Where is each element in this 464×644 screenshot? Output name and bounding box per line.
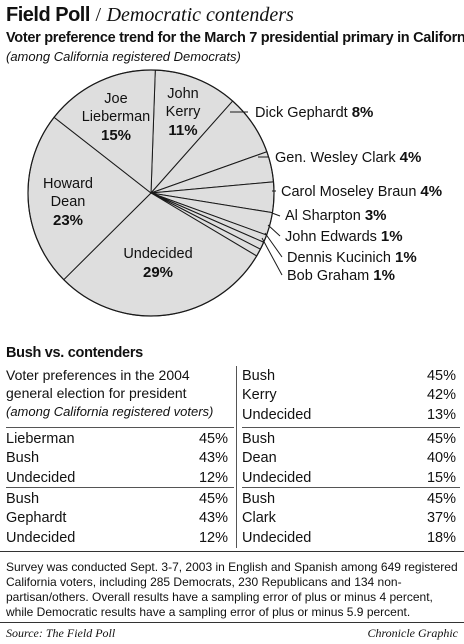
matchup-row: Bush 45%	[6, 490, 228, 509]
row-divider-right-1	[242, 427, 460, 428]
candidate-pct: 37%	[426, 510, 456, 527]
section-rule	[0, 551, 464, 552]
candidate-pct: 40%	[426, 450, 456, 467]
matchup-table-dean: Bush 45% Dean 40% Undecided 15%	[242, 430, 456, 488]
matchup-table-gephardt: Bush 45% Gephardt 43% Undecided 12%	[6, 490, 228, 548]
candidate-pct: 13%	[426, 406, 456, 423]
matchups-description-text: Voter preferences in the 2004 general el…	[6, 367, 190, 401]
candidate-name: Bush	[242, 431, 276, 447]
matchup-row: Gephardt 43%	[6, 509, 228, 528]
slice-label: Undecided 29%	[123, 246, 192, 281]
slice-label: Dick Gephardt 8%	[255, 104, 373, 121]
section-name: Democratic contenders	[106, 4, 294, 26]
candidate-name: Undecided	[242, 529, 312, 546]
matchup-table-kerry: Bush 45% Kerry 42% Undecided 13%	[242, 367, 456, 425]
candidate-pct: 45%	[198, 431, 228, 447]
candidate-pct: 43%	[198, 510, 228, 527]
candidate-name: Bush	[6, 491, 40, 507]
footer-rule	[0, 622, 464, 623]
matchup-row: Bush 45%	[242, 430, 456, 449]
candidate-name: Dean	[242, 450, 277, 467]
slice-label: John Edwards 1%	[285, 228, 403, 245]
title-separator: /	[95, 4, 102, 26]
matchup-row: Bush 45%	[242, 490, 456, 509]
matchups-population: (among California registered voters)	[6, 404, 214, 419]
candidate-name: Undecided	[242, 406, 312, 423]
candidate-pct: 45%	[426, 491, 456, 507]
leader-line	[261, 237, 283, 276]
matchups-description: Voter preferences in the 2004 general el…	[6, 366, 234, 421]
survey-methodology-note: Survey was conducted Sept. 3-7, 2003 in …	[6, 560, 458, 619]
row-divider-left-2	[6, 487, 234, 488]
graphic-title: Field Poll / Democratic contenders	[6, 4, 294, 27]
matchup-row: Undecided 18%	[242, 529, 456, 548]
graphic-credit: Chronicle Graphic	[367, 626, 458, 640]
row-divider-left-1	[6, 427, 234, 428]
column-divider	[236, 366, 237, 548]
slice-label: Dennis Kucinich 1%	[287, 249, 417, 266]
pie-chart: John Kerry 11% Joe Lieberman 15% Howard Dean 23%…	[27, 69, 442, 317]
row-divider-right-2	[242, 487, 460, 488]
candidate-name: Bush	[6, 450, 40, 467]
matchup-row: Dean 40%	[242, 449, 456, 468]
candidate-name: Gephardt	[6, 510, 67, 527]
leader-line	[271, 212, 281, 217]
matchup-row: Undecided 12%	[6, 529, 228, 548]
matchup-row: Clark 37%	[242, 509, 456, 528]
matchup-row: Bush 43%	[6, 449, 228, 468]
leader-line	[267, 224, 281, 237]
candidate-name: Clark	[242, 510, 276, 527]
slice-label: Howard Dean 23%	[43, 176, 93, 229]
matchups-title: Bush vs. contenders	[6, 345, 143, 361]
matchup-table-clark: Bush 45% Clark 37% Undecided 18%	[242, 490, 456, 548]
matchup-table-lieberman: Lieberman 45% Bush 43% Undecided 12%	[6, 430, 228, 488]
brand-name: Field Poll	[6, 4, 90, 26]
source-credit: Source: The Field Poll	[6, 626, 116, 640]
candidate-pct: 45%	[426, 368, 456, 384]
candidate-pct: 42%	[426, 387, 456, 404]
pie-outline	[27, 69, 275, 317]
slice-label: Joe Lieberman 15%	[82, 91, 151, 144]
matchup-row: Bush 45%	[242, 367, 456, 386]
slice-label: John Kerry 11%	[166, 86, 201, 139]
chart-subtitle: Voter preference trend for the March 7 p…	[6, 30, 464, 46]
slice-label: Gen. Wesley Clark 4%	[275, 149, 421, 166]
candidate-pct: 45%	[198, 491, 228, 507]
candidate-name: Lieberman	[6, 431, 75, 447]
candidate-name: Bush	[242, 491, 276, 507]
candidate-pct: 18%	[426, 529, 456, 546]
matchup-row: Undecided 12%	[6, 469, 228, 488]
candidate-pct: 12%	[198, 469, 228, 486]
candidate-name: Kerry	[242, 387, 277, 404]
candidate-pct: 43%	[198, 450, 228, 467]
slice-label: Bob Graham 1%	[287, 267, 395, 284]
slice-label: Carol Moseley Braun 4%	[281, 183, 442, 200]
candidate-pct: 12%	[198, 529, 228, 546]
chart-population-note: (among California registered Democrats)	[6, 49, 241, 64]
matchup-row: Kerry 42%	[242, 386, 456, 405]
candidate-pct: 45%	[426, 431, 456, 447]
candidate-name: Undecided	[6, 469, 76, 486]
leader-line	[264, 232, 283, 258]
slice-label: Al Sharpton 3%	[285, 207, 387, 224]
candidate-name: Undecided	[6, 529, 76, 546]
matchup-row: Lieberman 45%	[6, 430, 228, 449]
candidate-name: Bush	[242, 368, 276, 384]
matchup-row: Undecided 15%	[242, 469, 456, 488]
candidate-name: Undecided	[242, 469, 312, 486]
matchup-row: Undecided 13%	[242, 406, 456, 425]
candidate-pct: 15%	[426, 469, 456, 486]
